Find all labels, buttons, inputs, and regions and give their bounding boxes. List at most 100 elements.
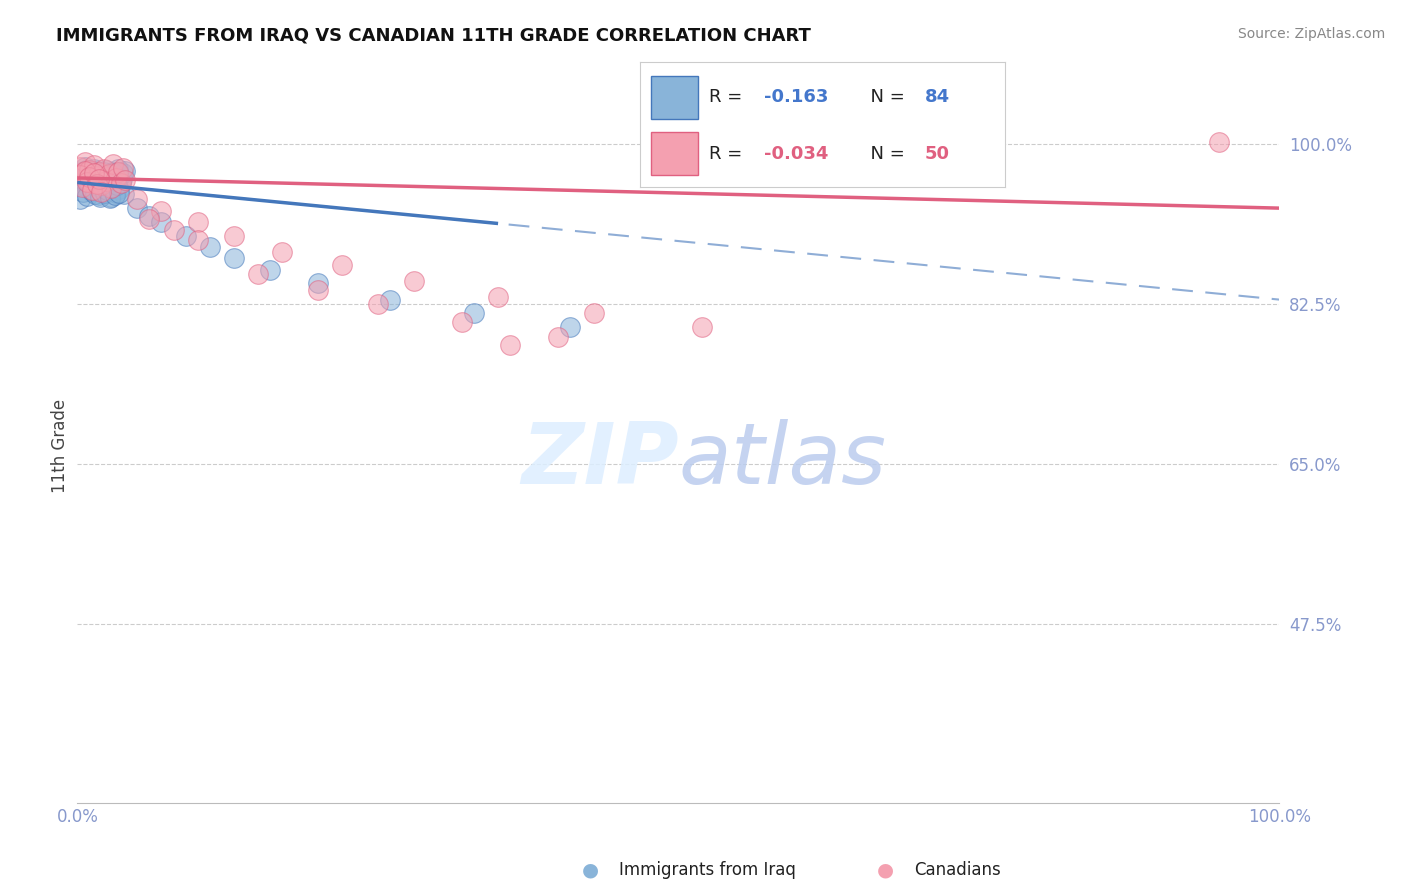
Point: [96, 183, 118, 197]
Text: 50: 50: [925, 145, 950, 162]
Point: [499, 338, 522, 352]
Point: [70, 180, 93, 194]
Point: [93, 161, 115, 176]
Point: [70, 164, 93, 178]
Point: [108, 186, 131, 201]
Text: R =: R =: [709, 88, 748, 106]
Point: [69, 169, 91, 183]
Point: [89, 190, 111, 204]
Point: [83, 163, 105, 178]
Point: [83, 161, 105, 176]
Point: [91, 173, 114, 187]
Point: [138, 210, 160, 224]
Point: [150, 203, 173, 218]
Point: [307, 284, 329, 298]
Point: [75, 162, 97, 177]
Point: [87, 172, 110, 186]
Point: [89, 165, 111, 179]
Point: [108, 182, 131, 196]
Point: [105, 178, 128, 193]
Point: [560, 320, 582, 334]
Text: 84: 84: [925, 88, 950, 106]
Point: [75, 176, 97, 190]
FancyBboxPatch shape: [651, 76, 699, 119]
Point: [100, 181, 122, 195]
Point: [100, 176, 122, 190]
Text: ●: ●: [582, 860, 599, 880]
Point: [94, 186, 117, 200]
Point: [104, 174, 127, 188]
Point: [259, 263, 281, 277]
Point: [111, 172, 134, 186]
Point: [107, 165, 129, 179]
Point: [1208, 135, 1230, 149]
Point: [93, 186, 115, 200]
Text: IMMIGRANTS FROM IRAQ VS CANADIAN 11TH GRADE CORRELATION CHART: IMMIGRANTS FROM IRAQ VS CANADIAN 11TH GR…: [56, 27, 811, 45]
Point: [174, 228, 197, 243]
Point: [72, 185, 94, 199]
Point: [112, 187, 135, 202]
Point: [73, 168, 96, 182]
Point: [103, 166, 125, 180]
Point: [69, 168, 91, 182]
Point: [91, 178, 114, 192]
Point: [70, 166, 93, 180]
Point: [87, 164, 110, 178]
Point: [692, 320, 714, 334]
Point: [70, 172, 93, 186]
Text: N =: N =: [859, 145, 911, 162]
Point: [73, 160, 96, 174]
Point: [90, 173, 112, 187]
Point: [70, 178, 93, 193]
Point: [222, 251, 245, 265]
Point: [110, 176, 132, 190]
Point: [103, 179, 125, 194]
Point: [114, 173, 136, 187]
Point: [127, 201, 149, 215]
Text: ZIP: ZIP: [520, 418, 679, 502]
Point: [105, 169, 128, 183]
Point: [80, 176, 103, 190]
Text: -0.163: -0.163: [763, 88, 828, 106]
Point: [72, 174, 94, 188]
Point: [84, 183, 107, 197]
Point: [86, 177, 108, 191]
Point: [547, 330, 569, 344]
Point: [73, 155, 96, 169]
Point: [101, 164, 124, 178]
Text: N =: N =: [859, 88, 911, 106]
Point: [98, 191, 121, 205]
Point: [96, 174, 118, 188]
Point: [451, 315, 474, 329]
Y-axis label: 11th Grade: 11th Grade: [51, 399, 69, 493]
Point: [104, 170, 127, 185]
Point: [87, 179, 110, 194]
Point: [367, 297, 389, 311]
Point: [90, 178, 112, 193]
Point: [187, 215, 209, 229]
Point: [93, 165, 115, 179]
Point: [138, 212, 160, 227]
Text: Source: ZipAtlas.com: Source: ZipAtlas.com: [1237, 27, 1385, 41]
Point: [463, 306, 485, 320]
Point: [77, 166, 100, 180]
Text: ●: ●: [877, 860, 894, 880]
Point: [104, 174, 127, 188]
Point: [79, 172, 101, 186]
Text: Canadians: Canadians: [914, 861, 1001, 879]
Point: [69, 160, 91, 174]
Point: [330, 258, 353, 272]
Point: [110, 177, 132, 191]
Point: [111, 161, 134, 175]
Point: [150, 215, 173, 229]
Point: [246, 267, 269, 281]
Point: [87, 170, 110, 185]
Text: R =: R =: [709, 145, 748, 162]
Point: [307, 276, 329, 290]
Point: [84, 187, 107, 202]
Point: [79, 163, 101, 178]
FancyBboxPatch shape: [651, 132, 699, 175]
Point: [96, 172, 118, 186]
Point: [79, 177, 101, 191]
Point: [79, 162, 101, 177]
